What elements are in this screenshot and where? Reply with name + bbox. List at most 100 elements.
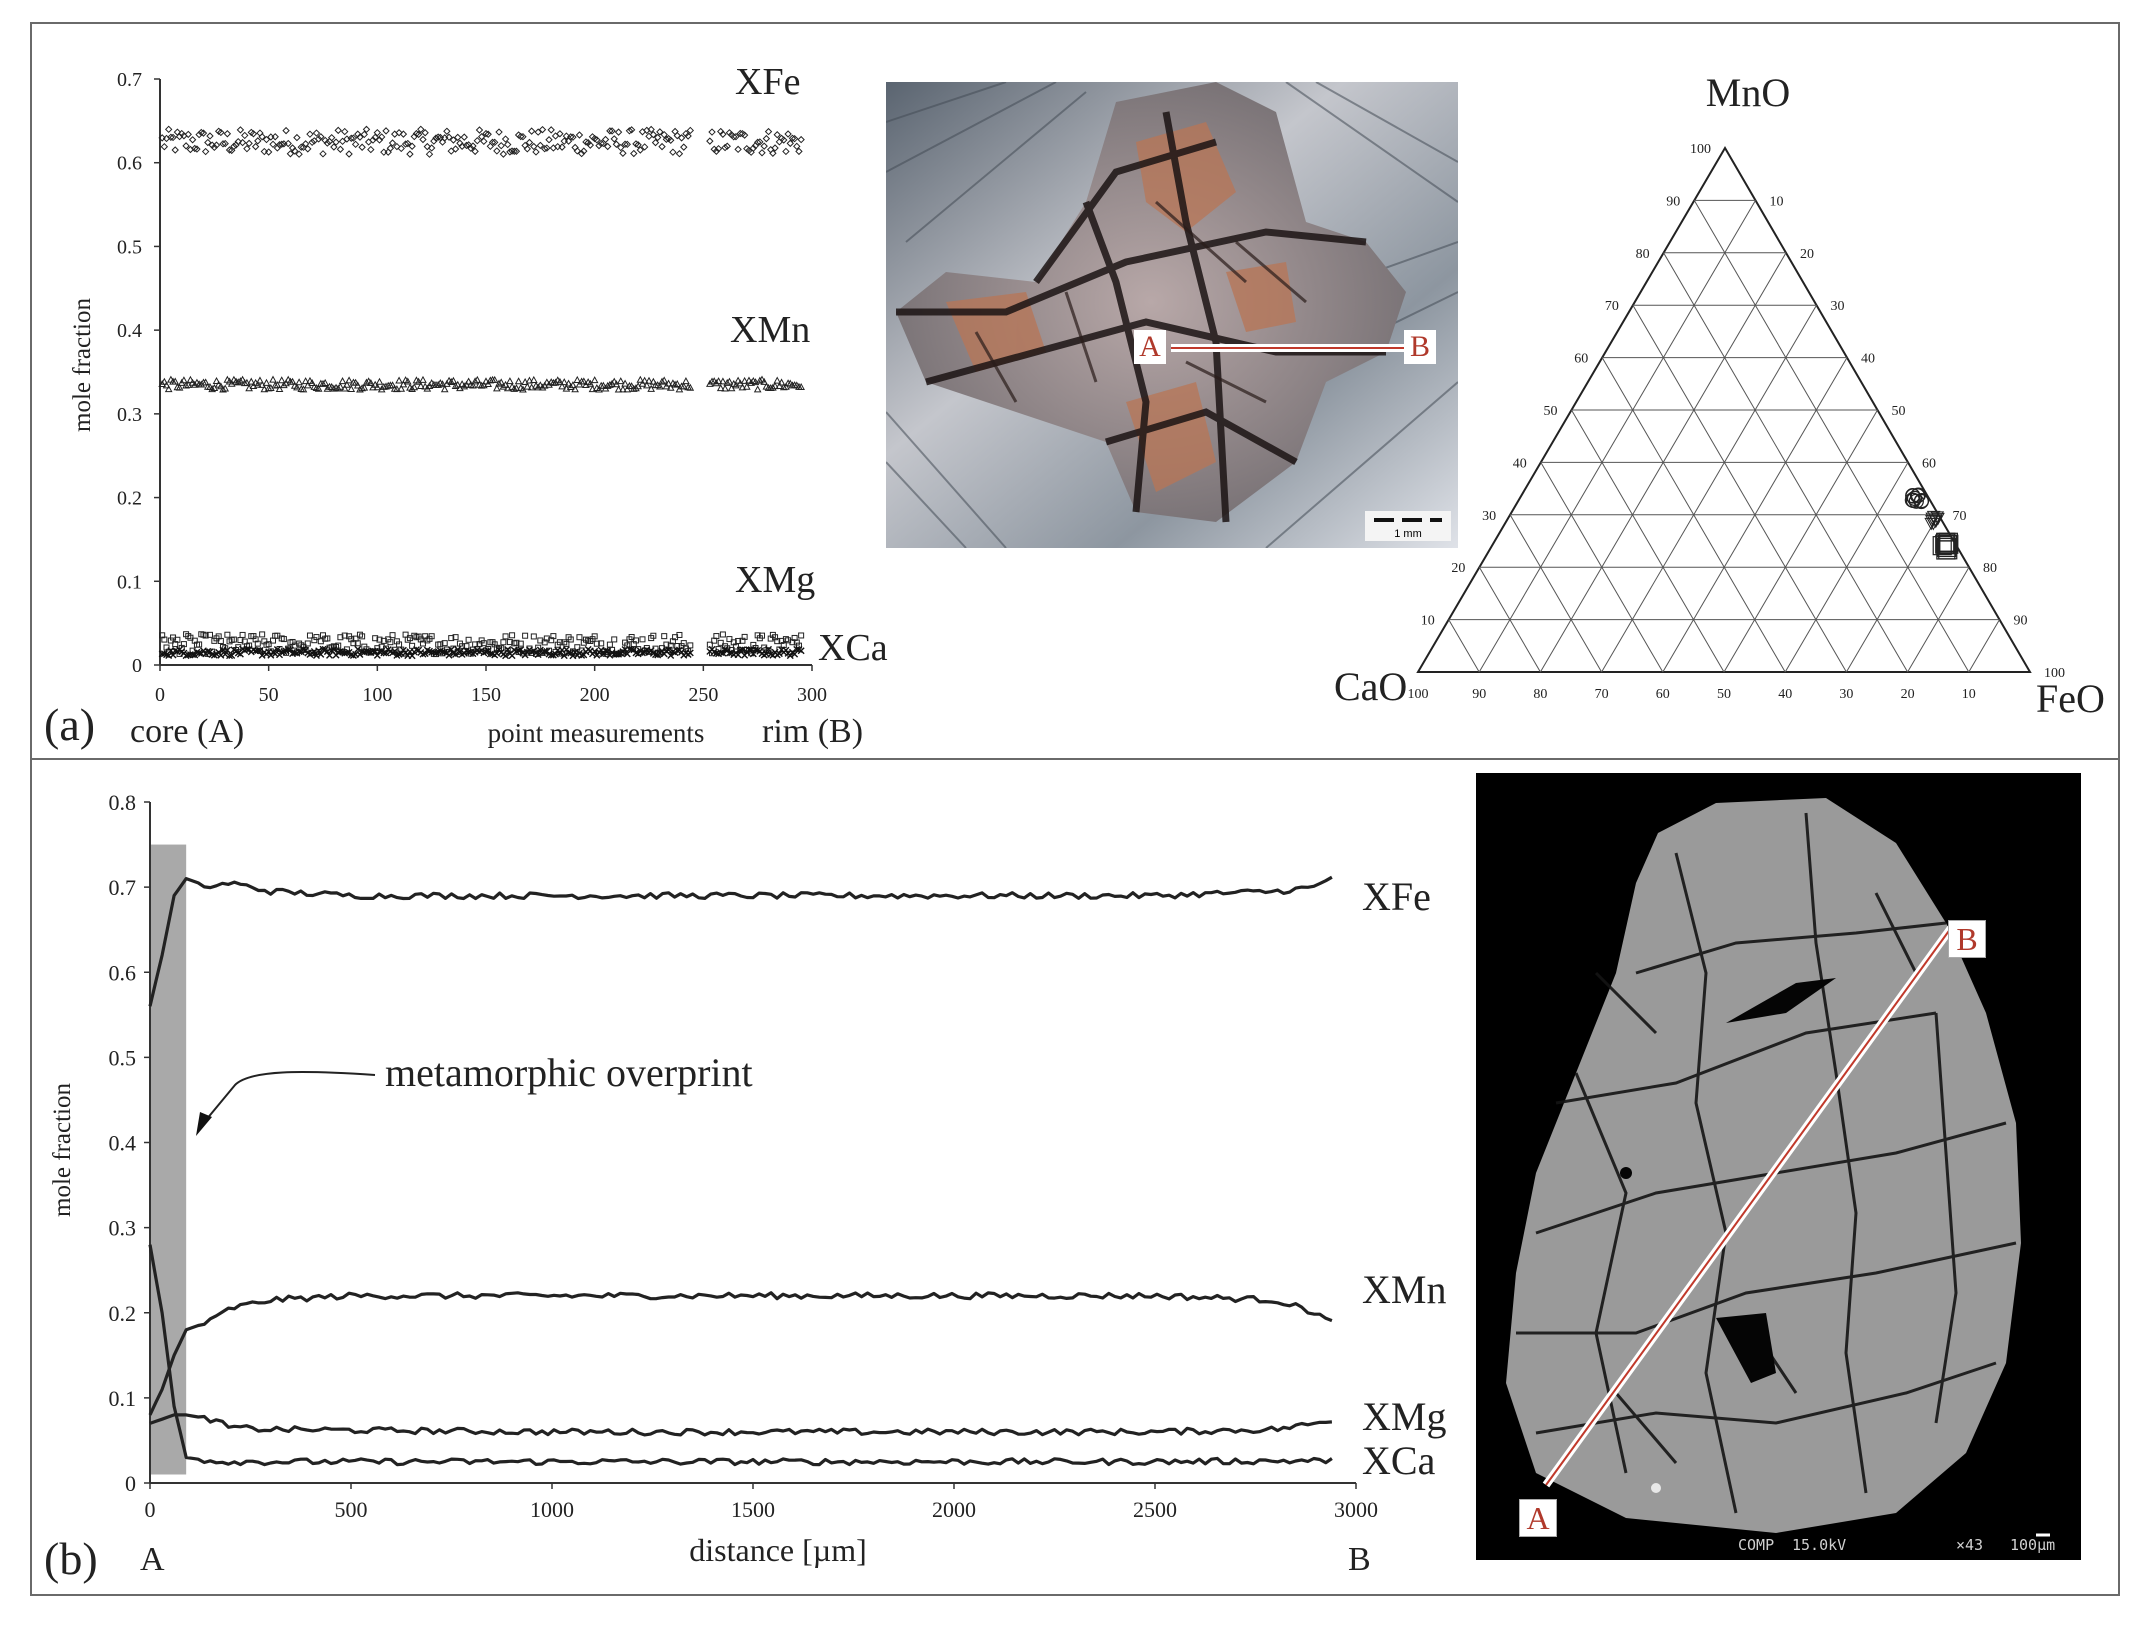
top-point-xca — [484, 647, 492, 655]
top-point-xmn — [262, 378, 271, 386]
top-point-xfe — [673, 131, 681, 140]
top-y-tick-label: 0.5 — [117, 236, 142, 258]
bottom-line-xfe — [148, 875, 1333, 1007]
top-point-xca — [421, 650, 429, 658]
top-point-xmn — [162, 381, 171, 389]
top-point-xmn — [221, 384, 230, 392]
top-point-xmg — [517, 640, 524, 647]
top-point-xmn — [460, 382, 469, 390]
top-point-xmg — [359, 633, 366, 640]
top-point-xmn — [171, 377, 180, 385]
top-point-xmg — [522, 632, 529, 639]
top-point-xmg — [628, 634, 635, 641]
bottom-left-end-label: A — [140, 1541, 165, 1578]
top-point-xmn — [747, 378, 755, 386]
top-point-xmn — [538, 383, 547, 391]
top-point-xmg — [759, 632, 766, 639]
top-point-xfe — [397, 144, 405, 153]
top-label-xfe: XFe — [735, 61, 800, 103]
top-point-xmg — [567, 636, 574, 643]
top-point-xfe — [377, 133, 386, 141]
top-point-xfe — [271, 133, 279, 141]
top-point-xmg — [513, 639, 520, 646]
ternary-point-circle — [1906, 490, 1923, 506]
top-point-xfe — [660, 130, 668, 139]
bottom-x-tick-label: 1500 — [731, 1497, 775, 1522]
top-point-xmg — [550, 633, 557, 640]
top-point-xfe — [219, 140, 227, 148]
top-point-xfe — [382, 127, 390, 135]
top-point-xmg — [280, 636, 287, 643]
top-point-xmn — [779, 383, 788, 391]
top-point-xfe — [617, 143, 625, 152]
top-x-tick-label: 50 — [259, 684, 279, 706]
top-point-xmn — [614, 385, 623, 393]
top-point-xfe — [425, 150, 434, 158]
top-point-xmn — [525, 376, 534, 384]
top-point-xca — [667, 651, 675, 659]
top-point-xmn — [164, 385, 173, 393]
top-point-xfe — [608, 127, 616, 135]
top-point-xfe — [347, 134, 355, 142]
top-point-xfe — [423, 142, 432, 151]
top-point-xmn — [608, 379, 616, 387]
top-point-xfe — [199, 129, 208, 137]
top-point-xca — [221, 650, 229, 658]
top-point-xfe — [788, 134, 797, 142]
ternary-tick-right: 30 — [1831, 299, 1845, 314]
ternary-point-square — [1932, 536, 1952, 556]
top-point-xfe — [614, 128, 623, 136]
top-point-xfe — [569, 133, 577, 141]
top-point-xfe — [790, 134, 799, 143]
top-point-xfe — [332, 138, 340, 146]
panel-label-a: (a) — [44, 699, 95, 750]
top-point-xfe — [782, 147, 790, 156]
ternary-point-circle — [1904, 492, 1920, 508]
top-point-xmn — [777, 378, 786, 386]
top-point-xmn — [330, 384, 338, 392]
top-point-xfe — [497, 141, 505, 150]
top-point-xfe — [647, 125, 655, 134]
top-point-xfe — [575, 131, 584, 139]
top-point-xmn — [512, 384, 521, 392]
top-point-xfe — [193, 145, 201, 153]
top-point-xca — [502, 652, 510, 660]
ternary-tick-bottom: 50 — [1717, 687, 1731, 702]
bottom-label-xmn: XMn — [1362, 1267, 1446, 1312]
top-point-xca — [195, 649, 203, 657]
top-point-xca — [223, 646, 231, 654]
top-point-xfe — [184, 130, 192, 139]
ternary-gridline-cao — [1540, 462, 1664, 673]
bse-point-b: B — [1948, 920, 1986, 958]
overprint-region-rect — [150, 844, 187, 1475]
ternary-tick-bottom: 30 — [1839, 687, 1853, 702]
top-point-xmn — [586, 379, 595, 387]
ternary-tick-right: 80 — [1983, 561, 1997, 576]
top-point-xfe — [375, 136, 384, 144]
top-point-xmn — [182, 381, 190, 389]
top-point-xmn — [556, 377, 564, 385]
top-point-xfe — [504, 140, 512, 149]
top-point-xfe — [473, 136, 482, 145]
bse-point-a: A — [1519, 1499, 1557, 1537]
top-point-xmn — [753, 385, 762, 393]
top-x-axis-label: point measurements — [488, 718, 705, 748]
top-point-xmg — [174, 636, 181, 643]
top-point-xca — [445, 651, 453, 659]
top-point-xfe — [749, 144, 758, 152]
top-point-xca — [354, 645, 362, 653]
top-point-xfe — [323, 139, 332, 147]
top-point-xmn — [393, 385, 401, 393]
top-left-end-label: core (A) — [130, 713, 244, 750]
ternary-gridline-feo — [1723, 409, 1878, 673]
top-point-xmn — [238, 375, 247, 383]
ternary-tick-right: 40 — [1861, 352, 1875, 367]
top-x-tick-label: 250 — [688, 684, 718, 706]
top-point-xca — [380, 649, 388, 657]
top-point-xmn — [645, 376, 653, 384]
top-point-xmg — [465, 636, 472, 643]
top-point-xmg — [354, 640, 361, 647]
top-point-xfe — [580, 147, 588, 155]
bottom-y-tick-label: 0.1 — [109, 1386, 137, 1411]
